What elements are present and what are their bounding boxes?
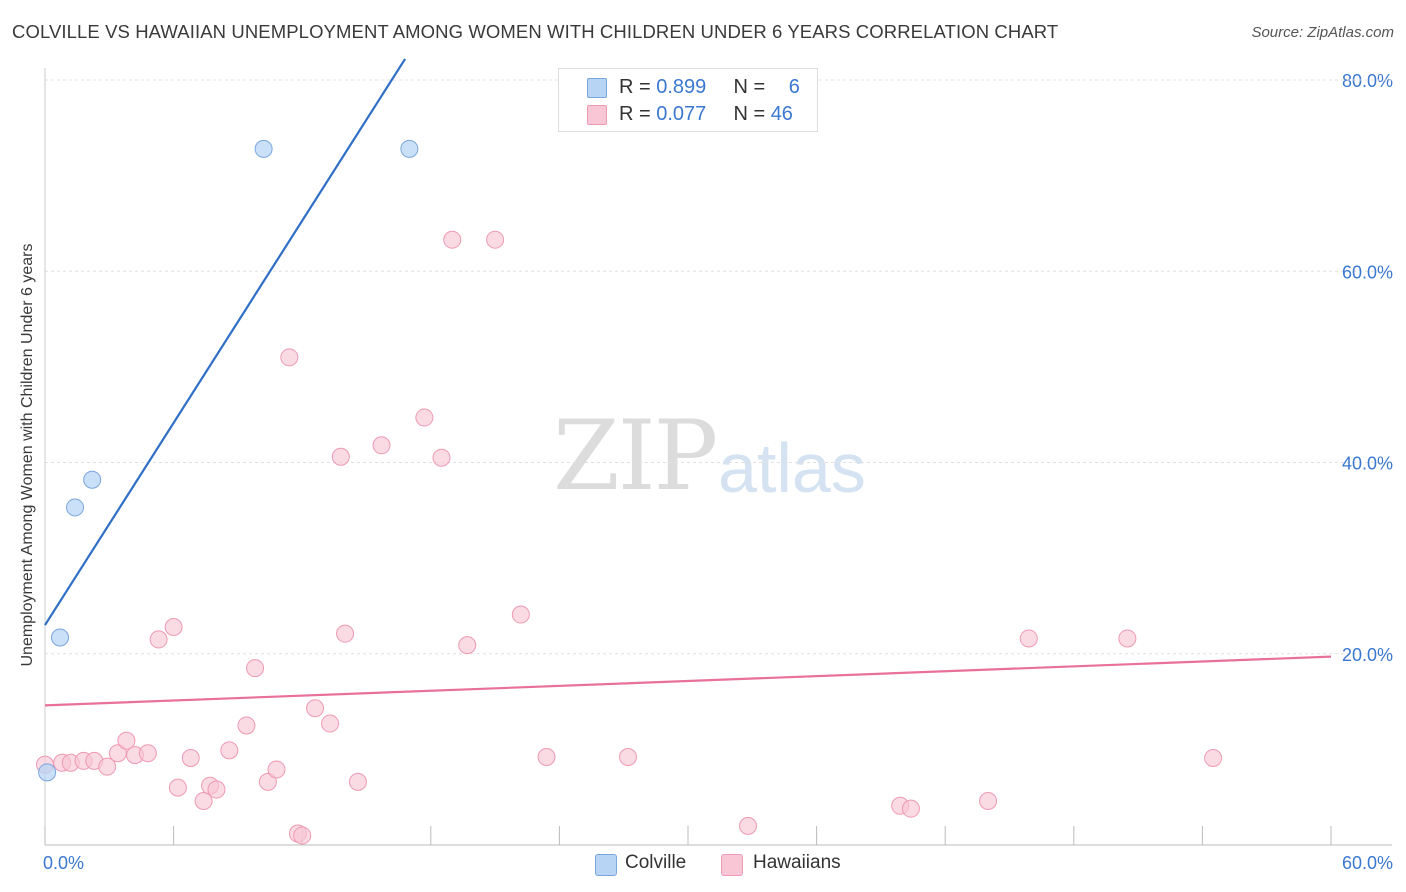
hawaiians-point bbox=[138, 744, 157, 763]
correlation-legend: R = 0.899 N = 6 R = 0.077 N = 46 bbox=[558, 68, 818, 132]
watermark-atlas: atlas bbox=[718, 429, 866, 507]
y-tick-label: 20.0% bbox=[1342, 645, 1393, 665]
hawaiians-point bbox=[511, 605, 530, 624]
chart-title: COLVILLE VS HAWAIIAN UNEMPLOYMENT AMONG … bbox=[12, 21, 1059, 42]
hawaiians-point bbox=[194, 792, 213, 811]
hawaiians-point bbox=[1118, 629, 1137, 648]
y-tick-label: 80.0% bbox=[1342, 71, 1393, 91]
legend-colville-label: Colville bbox=[625, 852, 687, 873]
hawaiians-point bbox=[246, 659, 265, 678]
hawaiians-point bbox=[1204, 748, 1223, 767]
hawaiians-r-label: R = bbox=[619, 103, 657, 125]
hawaiians-point bbox=[739, 816, 758, 835]
hawaiians-n-label: N = bbox=[733, 103, 771, 125]
hawaiians-point bbox=[321, 714, 340, 733]
hawaiians-point bbox=[258, 772, 277, 791]
x-tick-label: 60.0% bbox=[1342, 853, 1393, 873]
hawaiians-point bbox=[443, 230, 462, 249]
hawaiians-point bbox=[486, 230, 505, 249]
hawaiians-point bbox=[117, 731, 136, 750]
hawaiians-point bbox=[98, 757, 117, 776]
hawaiians-point bbox=[458, 636, 477, 655]
hawaiians-point bbox=[164, 617, 183, 636]
hawaiians-point bbox=[237, 716, 256, 735]
colville-r-value: 0.899 bbox=[656, 76, 707, 98]
colville-point bbox=[254, 139, 273, 158]
colville-trend-line bbox=[44, 58, 407, 626]
hawaiians-point bbox=[537, 748, 556, 767]
hawaiians-point bbox=[149, 630, 168, 649]
colville-point bbox=[38, 763, 57, 782]
y-axis-label: Unemployment Among Women with Children U… bbox=[19, 243, 36, 667]
hawaiians-point bbox=[415, 408, 434, 427]
legend-hawaiians-label: Hawaiians bbox=[753, 852, 841, 873]
hawaiians-point bbox=[306, 699, 325, 718]
hawaiians-r-value: 0.077 bbox=[656, 103, 707, 125]
hawaiians-point bbox=[432, 448, 451, 467]
legend-hawaiians-swatch bbox=[721, 854, 743, 876]
x-tick-label: 0.0% bbox=[43, 853, 84, 873]
hawaiians-trend-line bbox=[44, 655, 1332, 707]
hawaiians-point bbox=[293, 826, 312, 845]
colville-point bbox=[83, 470, 102, 489]
y-tick-label: 40.0% bbox=[1342, 454, 1393, 474]
hawaiians-point bbox=[336, 624, 355, 643]
colville-point bbox=[51, 628, 70, 647]
hawaiians-point bbox=[181, 748, 200, 767]
colville-point bbox=[66, 498, 85, 517]
hawaiians-point bbox=[331, 447, 350, 466]
hawaiians-n-value: 46 bbox=[770, 103, 793, 125]
hawaiians-point bbox=[618, 748, 637, 767]
hawaiians-point bbox=[220, 741, 239, 760]
hawaiians-swatch bbox=[587, 105, 607, 125]
colville-swatch bbox=[587, 78, 607, 98]
hawaiians-point bbox=[207, 780, 226, 799]
hawaiians-point bbox=[168, 778, 187, 797]
hawaiians-point bbox=[372, 436, 391, 455]
hawaiians-point bbox=[348, 772, 367, 791]
hawaiians-point bbox=[979, 792, 998, 811]
colville-r-label: R = bbox=[619, 76, 657, 98]
colville-n-label: N = bbox=[733, 76, 771, 98]
colville-point bbox=[400, 139, 419, 158]
source-label: Source: ZipAtlas.com bbox=[1251, 24, 1394, 41]
watermark-zip: ZIP bbox=[553, 400, 718, 512]
legend-colville-swatch bbox=[595, 854, 617, 876]
hawaiians-point bbox=[267, 760, 286, 779]
y-tick-label: 60.0% bbox=[1342, 262, 1393, 282]
hawaiians-point bbox=[1019, 629, 1038, 648]
hawaiians-point bbox=[901, 799, 920, 818]
hawaiians-point bbox=[280, 348, 299, 367]
colville-n-value: 6 bbox=[788, 76, 800, 98]
